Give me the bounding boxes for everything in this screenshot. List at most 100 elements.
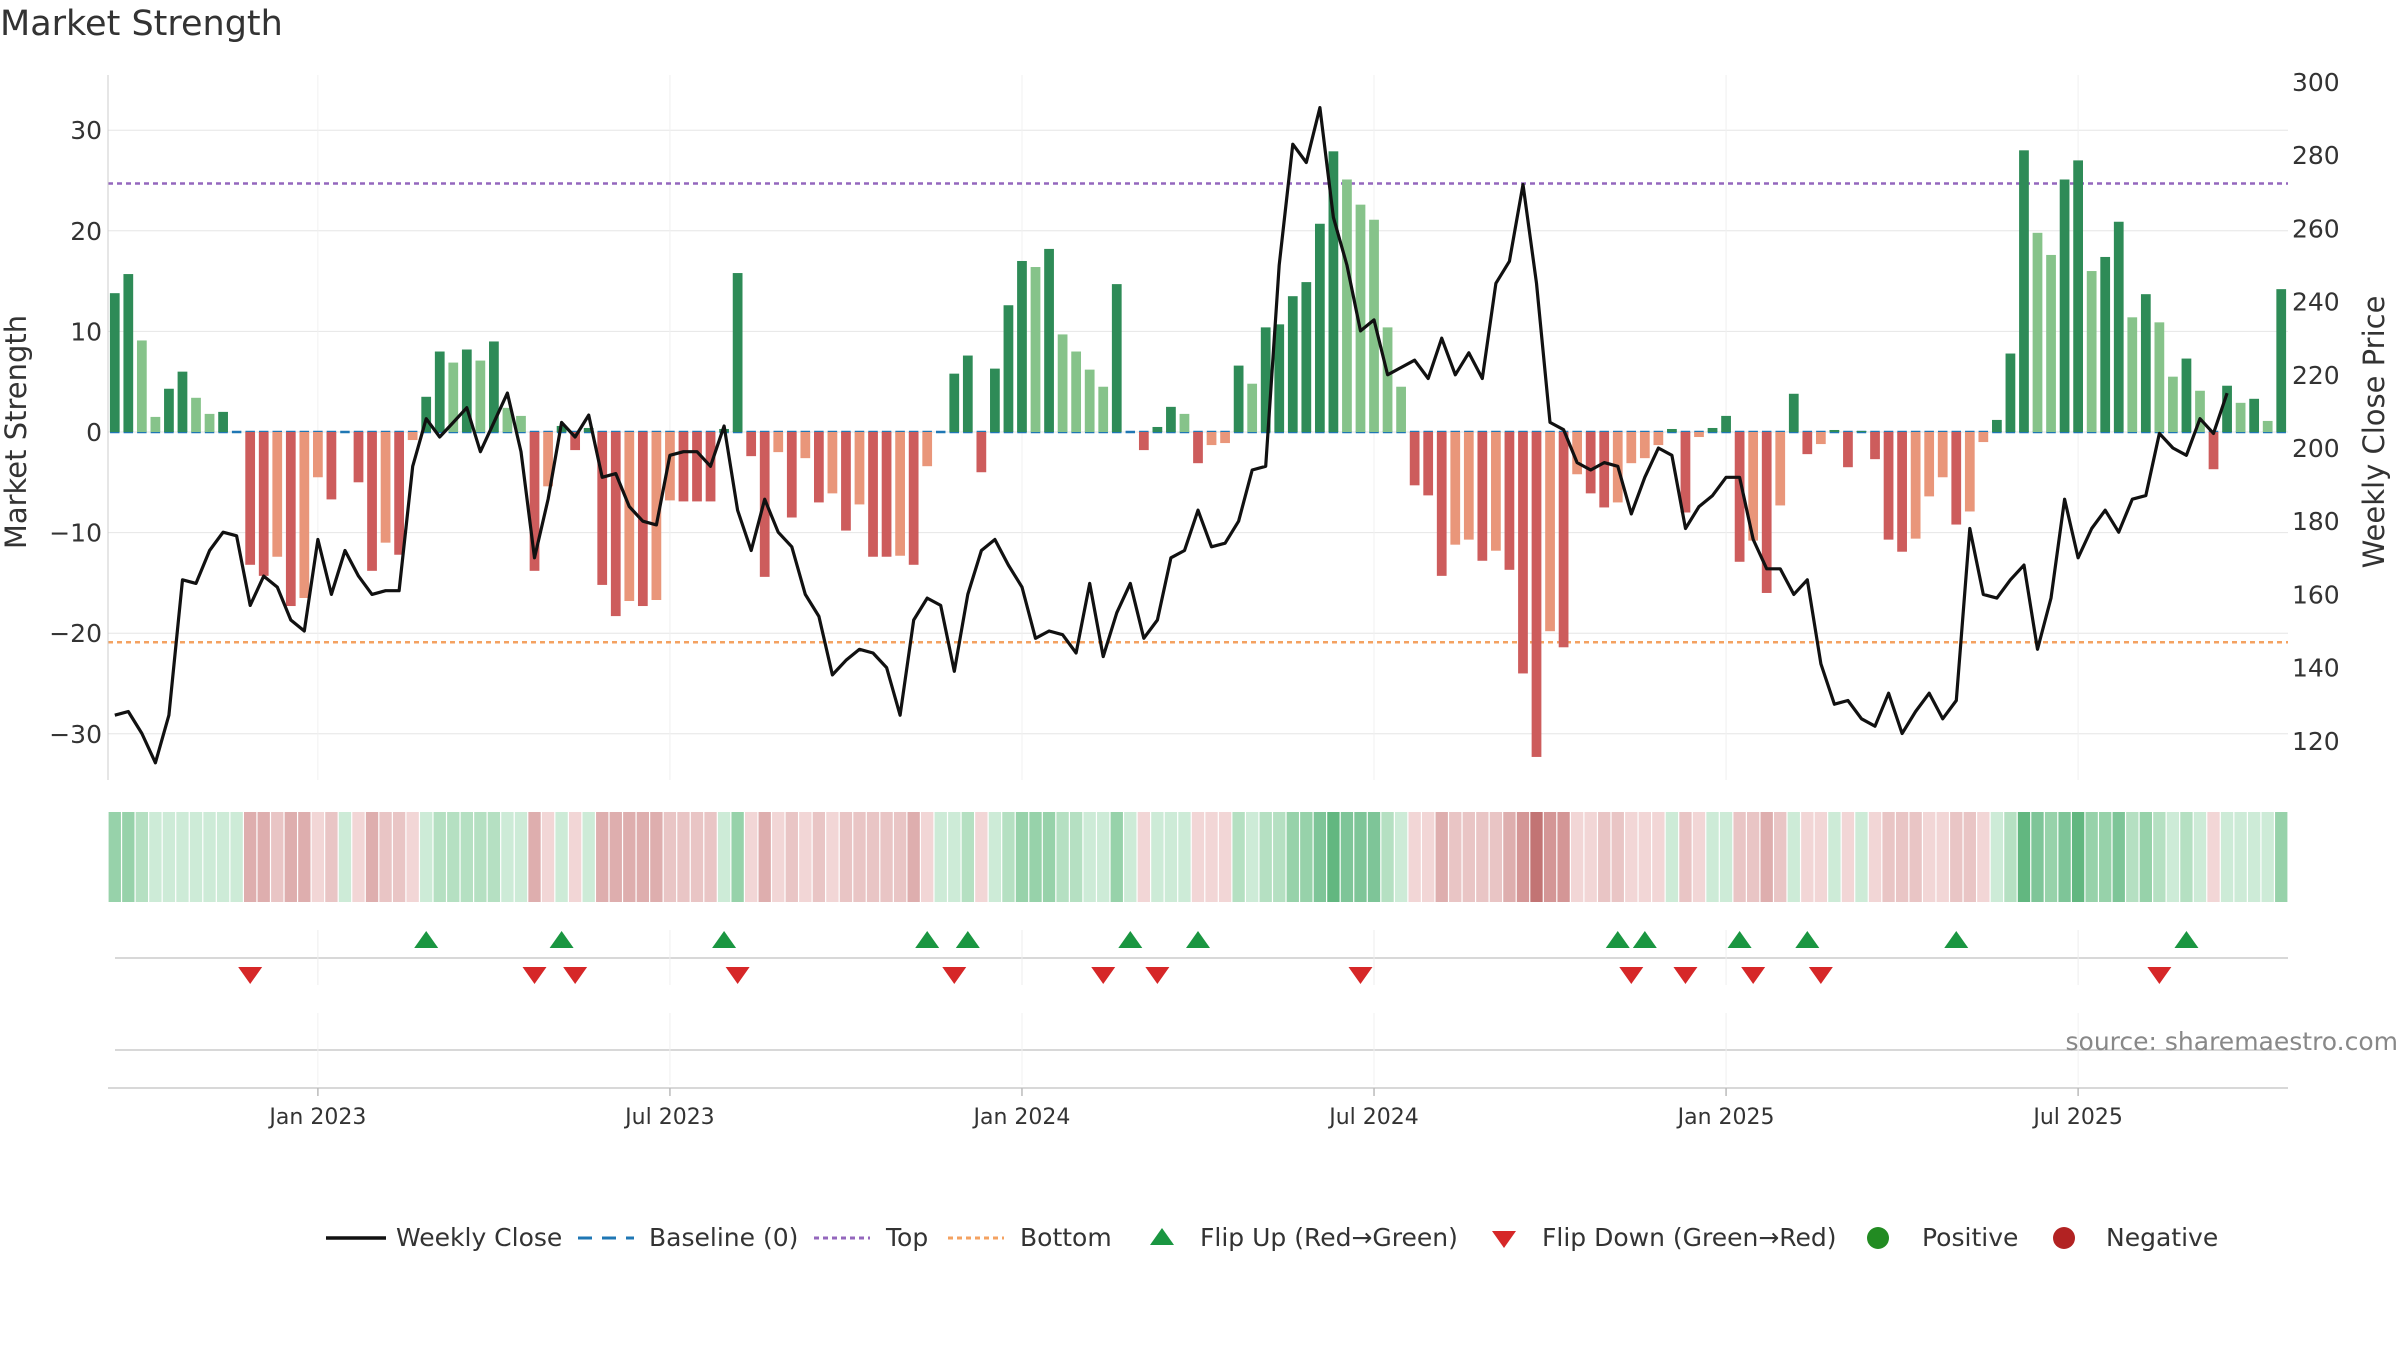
strength-bar bbox=[1491, 432, 1501, 551]
strength-bar bbox=[543, 432, 553, 487]
strength-bar bbox=[962, 355, 973, 432]
strength-bar bbox=[1220, 432, 1230, 444]
legend-swatch-flip-up bbox=[1150, 1228, 1174, 1245]
strip-cell bbox=[731, 812, 744, 902]
strip-cell bbox=[1543, 812, 1557, 902]
strip-cell bbox=[1787, 812, 1800, 902]
strength-bar bbox=[1910, 432, 1921, 539]
legend-label-positive: Positive bbox=[1922, 1223, 2018, 1252]
legend-label-negative: Negative bbox=[2106, 1223, 2218, 1252]
strength-bar bbox=[136, 340, 147, 432]
strip-cell bbox=[2247, 812, 2261, 902]
y2-tick-label: 180 bbox=[2292, 507, 2340, 536]
strength-bar bbox=[1626, 432, 1637, 464]
strength-bar bbox=[177, 371, 188, 432]
strip-cell bbox=[298, 812, 311, 902]
legend-label-top: Top bbox=[885, 1223, 928, 1252]
strength-bar bbox=[2113, 221, 2124, 432]
y2-tick-label: 120 bbox=[2292, 727, 2340, 756]
strip-cell bbox=[975, 812, 988, 902]
strip-cell bbox=[1977, 812, 1990, 902]
strength-bar bbox=[1748, 432, 1759, 541]
strength-bar bbox=[1504, 432, 1515, 570]
strength-bar bbox=[868, 432, 878, 557]
strength-bar bbox=[2235, 402, 2246, 432]
strip-cell bbox=[2139, 812, 2152, 902]
strength-bar bbox=[1084, 369, 1095, 432]
x-tick-label: Jan 2024 bbox=[972, 1105, 1071, 1130]
strip-cell bbox=[893, 812, 907, 902]
strength-bar bbox=[1639, 432, 1650, 459]
strength-bar bbox=[2154, 322, 2165, 432]
strip-cell bbox=[934, 812, 947, 902]
strip-cell bbox=[582, 812, 595, 902]
strip-cell bbox=[1178, 812, 1191, 902]
strength-bar bbox=[1694, 432, 1704, 438]
strength-bar bbox=[1450, 432, 1461, 545]
y2-tick-label: 160 bbox=[2292, 580, 2340, 609]
strength-bar bbox=[854, 432, 865, 505]
strip-cell bbox=[1503, 812, 1516, 902]
strength-bar bbox=[191, 397, 201, 432]
strength-bar bbox=[990, 368, 1000, 432]
strength-bar bbox=[949, 373, 960, 432]
strength-bar bbox=[1314, 223, 1325, 432]
legend-label-bottom: Bottom bbox=[1020, 1223, 1112, 1252]
strength-bar bbox=[678, 432, 689, 502]
flip-down-marker bbox=[1091, 967, 1116, 984]
strip-cell bbox=[1516, 812, 1530, 902]
strength-bar bbox=[1815, 432, 1826, 445]
strip-cell bbox=[1570, 812, 1584, 902]
strip-cell bbox=[1462, 812, 1475, 902]
strip-cell bbox=[1408, 812, 1421, 902]
strength-bar bbox=[1667, 428, 1677, 432]
strip-cell bbox=[1273, 812, 1286, 902]
strength-bars bbox=[109, 150, 2287, 757]
strip-cell bbox=[2004, 812, 2017, 902]
strip-cell bbox=[1232, 812, 1245, 902]
strip-cell bbox=[1042, 812, 1056, 902]
strength-bar bbox=[1802, 432, 1813, 455]
strip-cell bbox=[839, 812, 853, 902]
flip-down-marker bbox=[1619, 967, 1644, 984]
strip-cell bbox=[677, 812, 690, 902]
strength-bar bbox=[2019, 150, 2029, 432]
strength-bar bbox=[2086, 271, 2097, 432]
strength-bar bbox=[461, 349, 472, 432]
strength-bar bbox=[2140, 294, 2151, 432]
legend: Weekly Close Baseline (0) Top Bottom Flip Up… bbox=[326, 1223, 2218, 1252]
strength-bar bbox=[1992, 419, 2002, 432]
strip-cell bbox=[717, 812, 731, 902]
strip-cell bbox=[1286, 812, 1299, 902]
strip-cell bbox=[1340, 812, 1354, 902]
strength-bar bbox=[407, 432, 418, 441]
strip-cell bbox=[1638, 812, 1652, 902]
strength-bar bbox=[1937, 432, 1948, 478]
strength-bar bbox=[1775, 432, 1786, 506]
strip-cell bbox=[2275, 812, 2288, 902]
strip-cell bbox=[1936, 812, 1949, 902]
strength-bar bbox=[651, 432, 662, 601]
strip-cell bbox=[1733, 812, 1746, 902]
flip-up-marker bbox=[1944, 931, 1969, 948]
flip-markers bbox=[115, 930, 2288, 985]
flip-up-marker bbox=[712, 931, 737, 948]
strength-bar bbox=[1342, 179, 1352, 432]
strength-bar bbox=[692, 432, 702, 502]
strip-cell bbox=[1923, 812, 1936, 902]
strength-bar bbox=[502, 407, 513, 432]
strength-bar bbox=[1788, 393, 1799, 432]
strip-cell bbox=[1665, 812, 1679, 902]
strip-cell bbox=[866, 812, 880, 902]
strip-cell bbox=[1855, 812, 1868, 902]
strip-cell bbox=[1760, 812, 1773, 902]
strip-cell bbox=[338, 812, 352, 902]
x-axis: Jan 2023 Jul 2023 Jan 2024 Jul 2024 Jan 2025… bbox=[108, 1087, 2288, 1130]
strip-cell bbox=[1422, 812, 1435, 902]
strength-bar bbox=[1382, 327, 1393, 432]
strength-bar bbox=[2059, 179, 2070, 432]
strip-cell bbox=[1002, 812, 1015, 902]
strength-bar bbox=[1044, 248, 1054, 432]
strength-bar bbox=[813, 432, 824, 503]
